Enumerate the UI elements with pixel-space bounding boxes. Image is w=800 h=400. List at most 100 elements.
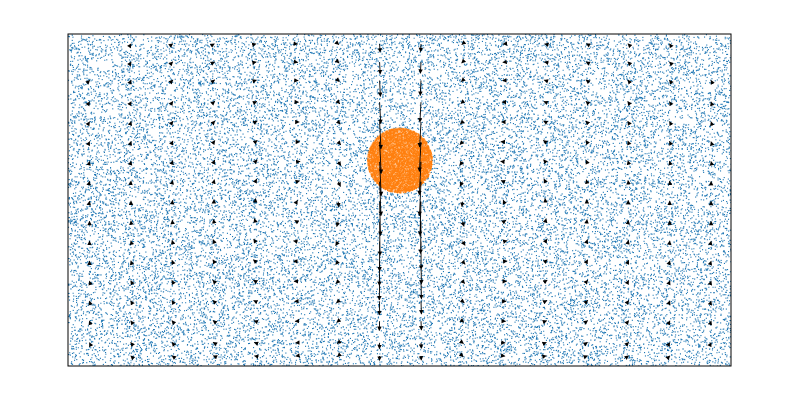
velocity-arrow: [171, 300, 176, 306]
velocity-arrow: [335, 221, 341, 228]
velocity-arrow: [460, 201, 465, 208]
velocity-arrow: [624, 300, 630, 306]
velocity-arrow: [334, 40, 340, 45]
velocity-arrow: [583, 259, 589, 265]
velocity-arrow: [543, 100, 549, 106]
velocity-arrow: [212, 320, 218, 325]
velocity-arrow: [542, 300, 548, 305]
velocity-arrow: [543, 159, 548, 165]
velocity-arrow: [582, 341, 588, 347]
velocity-arrow: [460, 99, 466, 104]
velocity-arrow: [293, 199, 298, 205]
axes-frame: [67, 33, 732, 367]
velocity-arrow: [459, 140, 465, 145]
velocity-arrows: [85, 40, 715, 361]
velocity-arrow: [252, 259, 258, 265]
velocity-arrow: [417, 201, 423, 237]
velocity-arrow: [335, 259, 340, 265]
velocity-arrow: [336, 181, 341, 187]
velocity-arrow: [502, 239, 508, 244]
velocity-arrow: [585, 100, 591, 106]
velocity-arrow: [252, 140, 258, 145]
velocity-arrow: [417, 102, 423, 123]
solid-disk-particles: [367, 127, 433, 194]
velocity-arrow: [459, 160, 464, 166]
velocity-arrow: [211, 179, 216, 185]
velocity-arrow: [377, 62, 383, 75]
velocity-arrow: [252, 100, 258, 106]
velocity-arrow: [585, 79, 591, 85]
velocity-arrow: [210, 79, 216, 85]
velocity-arrow: [335, 99, 341, 105]
velocity-arrow: [418, 80, 423, 96]
velocity-arrow: [336, 298, 341, 304]
velocity-arrow: [295, 179, 301, 185]
velocity-arrow: [627, 101, 632, 107]
velocity-arrow: [585, 179, 590, 185]
velocity-arrow: [542, 320, 548, 325]
velocity-arrow: [377, 80, 383, 97]
velocity-arrow: [252, 159, 258, 165]
velocity-arrow: [210, 120, 216, 126]
velocity-arrow: [252, 178, 258, 184]
velocity-arrow: [253, 319, 259, 325]
velocity-arrow: [459, 318, 465, 323]
velocity-arrow: [171, 320, 177, 326]
velocity-arrow: [171, 280, 176, 286]
velocity-arrow: [212, 299, 218, 305]
velocity-arrow: [542, 218, 548, 224]
velocity-arrow: [378, 102, 383, 125]
velocity-arrow: [502, 199, 507, 205]
velocity-arrow: [624, 280, 630, 286]
velocity-arrow: [168, 120, 174, 126]
velocity-arrow: [543, 140, 548, 145]
velocity-arrow: [378, 141, 384, 174]
velocity-arrow: [293, 239, 298, 244]
velocity-arrow: [585, 159, 590, 165]
velocity-arrow: [583, 299, 589, 305]
velocity-arrow: [335, 240, 340, 246]
velocity-arrow: [460, 119, 465, 125]
velocity-arrow: [334, 77, 340, 83]
velocity-arrow: [212, 341, 218, 347]
velocity-arrow: [253, 238, 258, 244]
velocity-arrow: [461, 40, 467, 45]
velocity-arrow: [378, 201, 383, 237]
velocity-arrow: [585, 120, 591, 126]
velocity-arrow: [543, 178, 548, 184]
velocity-arrow: [624, 259, 630, 265]
velocity-arrow: [460, 240, 466, 246]
velocity-arrow: [542, 279, 548, 285]
velocity-arrow: [334, 58, 340, 64]
velocity-arrow: [417, 181, 422, 217]
velocity-arrow: [458, 339, 464, 344]
velocity-arrow: [210, 140, 216, 146]
fluid-particle-cloud: [68, 34, 731, 366]
velocity-arrow: [460, 279, 466, 284]
velocity-arrow: [378, 121, 384, 150]
velocity-arrow: [336, 318, 342, 323]
velocity-arrow: [627, 120, 632, 126]
velocity-arrow: [337, 352, 342, 358]
velocity-arrow: [461, 58, 467, 64]
velocity-arrow: [378, 181, 384, 217]
velocity-arrow: [417, 161, 422, 196]
velocity-arrow: [417, 141, 422, 172]
velocity-arrow: [585, 140, 590, 146]
velocity-arrow: [500, 179, 506, 185]
velocity-arrow: [253, 279, 259, 285]
velocity-arrow: [460, 77, 466, 82]
velocity-arrow: [543, 120, 549, 125]
velocity-arrow: [542, 259, 548, 265]
velocity-arrow: [460, 259, 466, 265]
velocity-arrow: [583, 239, 589, 245]
velocity-arrow: [336, 160, 342, 166]
velocity-arrow: [210, 159, 216, 165]
velocity-arrow: [459, 181, 464, 187]
velocity-arrow: [583, 279, 589, 285]
velocity-arrow: [294, 220, 300, 225]
velocity-arrow: [252, 120, 258, 125]
velocity-arrow: [542, 238, 548, 244]
